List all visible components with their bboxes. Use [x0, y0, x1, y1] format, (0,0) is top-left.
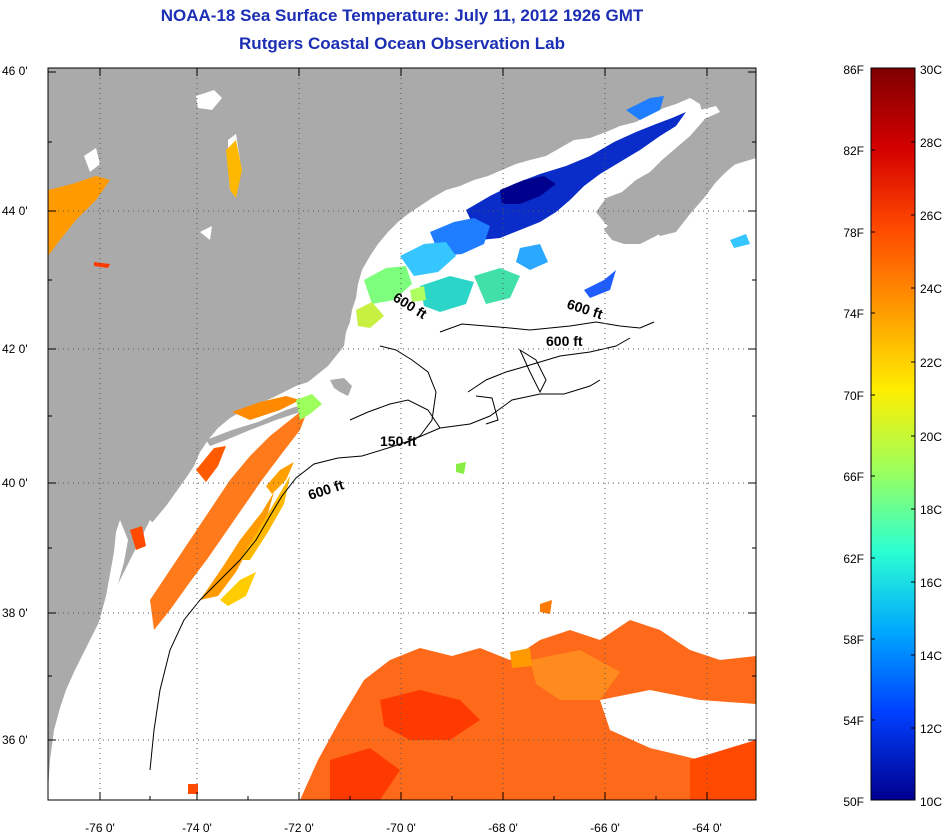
lake	[84, 148, 100, 172]
land-cape-cod	[330, 378, 352, 396]
colorbar-c-label: 24C	[920, 282, 942, 296]
map-subtitle: Rutgers Coastal Ocean Observation Lab	[239, 34, 565, 53]
colorbar-c-label: 18C	[920, 503, 942, 517]
colorbar-c-label: 26C	[920, 209, 942, 223]
colorbar-f-label: 54F	[843, 714, 864, 728]
chesapeake-bay	[74, 520, 128, 710]
lat-tick-label: 46 0'	[2, 64, 28, 78]
colorbar-f-label: 74F	[843, 307, 864, 321]
sst-gulf-of-maine	[356, 96, 750, 328]
sst-upstate-patch	[48, 140, 242, 268]
lat-tick-label: 44 0'	[2, 204, 28, 218]
colorbar-f-label: 66F	[843, 470, 864, 484]
lon-tick-label: -72 0'	[284, 821, 314, 835]
sst-warm-offshore	[188, 600, 756, 800]
colorbar-f-label: 58F	[843, 633, 864, 647]
lat-tick-label: 42 0'	[2, 342, 28, 356]
colorbar-gradient	[870, 67, 916, 801]
lon-tick-label: -68 0'	[488, 821, 518, 835]
depth-contours	[149, 321, 655, 771]
colorbar-c-label: 28C	[920, 136, 942, 150]
colorbar: 86F 82F 78F 74F 70F 66F 62F 58F 54F 50F …	[843, 63, 942, 809]
lon-tick-label: -66 0'	[590, 821, 620, 835]
sst-mid-atlantic-shelf	[130, 394, 466, 630]
lon-tick-label: -76 0'	[85, 821, 115, 835]
land-long-island	[206, 404, 304, 446]
land-nova-scotia	[604, 118, 756, 244]
lat-tick-label: 40 0'	[2, 476, 28, 490]
lon-axis: -76 0' -74 0' -72 0' -70 0' -68 0' -66 0…	[85, 68, 722, 835]
colorbar-c-label: 12C	[920, 722, 942, 736]
colorbar-f-label: 70F	[843, 389, 864, 403]
delaware-bay	[142, 520, 160, 556]
colorbar-c-label: 10C	[920, 795, 942, 809]
colorbar-f-label: 82F	[843, 144, 864, 158]
colorbar-f-label: 62F	[843, 552, 864, 566]
lake	[200, 226, 212, 240]
bay-of-fundy	[636, 106, 720, 154]
contour-label: 600 ft	[546, 333, 583, 349]
colorbar-c-label: 14C	[920, 649, 942, 663]
contour-label: 150 ft	[380, 433, 417, 449]
lat-axis: 46 0' 44 0' 42 0' 40 0' 38 0' 36 0'	[2, 64, 756, 747]
colorbar-c-label: 16C	[920, 576, 942, 590]
colorbar-f-label: 86F	[843, 63, 864, 77]
colorbar-f-label: 50F	[843, 795, 864, 809]
colorbar-c-label: 22C	[920, 356, 942, 370]
colorbar-c-label: 20C	[920, 430, 942, 444]
lat-tick-label: 36 0'	[2, 733, 28, 747]
lon-tick-label: -64 0'	[692, 821, 722, 835]
lon-tick-label: -70 0'	[386, 821, 416, 835]
map-title: NOAA-18 Sea Surface Temperature: July 11…	[160, 6, 644, 25]
colorbar-f-label: 78F	[843, 226, 864, 240]
land-mainland	[48, 68, 756, 790]
lon-tick-label: -74 0'	[182, 821, 212, 835]
lake	[196, 90, 222, 110]
colorbar-c-label: 30C	[920, 63, 942, 77]
lat-tick-label: 38 0'	[2, 606, 28, 620]
grid-lines	[48, 68, 756, 800]
